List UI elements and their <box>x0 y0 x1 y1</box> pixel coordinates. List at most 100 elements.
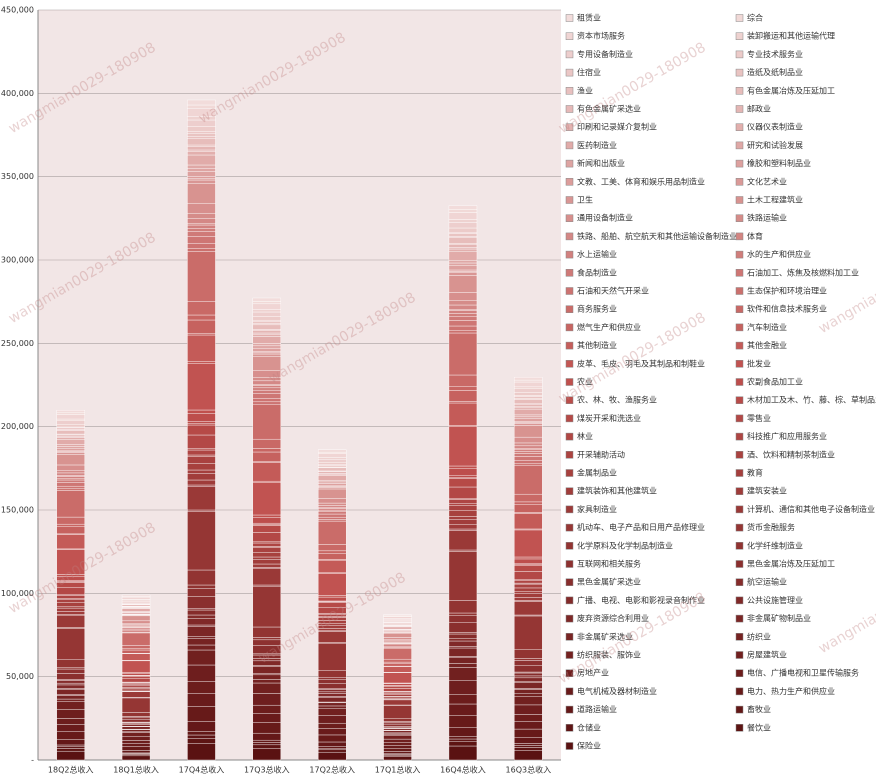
bar-segment <box>317 553 347 560</box>
legend-label: 其他制造业 <box>577 340 617 350</box>
bar-segment <box>514 418 543 422</box>
legend-swatch <box>565 614 574 623</box>
bar-segment <box>187 596 216 609</box>
bar-segment <box>514 558 543 564</box>
bar-segment <box>317 728 347 736</box>
bar-segment <box>187 361 216 364</box>
legend-label: 有色金属冶炼及压延加工 <box>747 85 835 95</box>
bar-segment <box>121 645 151 649</box>
bar-segment <box>448 300 478 306</box>
bar-segment <box>187 228 216 232</box>
bar-segment <box>252 674 282 680</box>
bar-segment <box>514 463 543 466</box>
bar-segment <box>514 658 543 661</box>
bar-segment <box>514 445 543 449</box>
bar-segment <box>317 689 347 693</box>
legend-swatch <box>565 451 574 459</box>
bar-segment <box>252 324 282 330</box>
legend-label: 黑色金属矿采选业 <box>577 577 641 587</box>
bar-segment <box>448 741 478 747</box>
bar-segment <box>252 330 282 334</box>
bar-segment <box>317 516 347 520</box>
bar-segment <box>317 751 347 761</box>
bar-segment <box>514 565 543 572</box>
bar-segment <box>56 523 85 528</box>
legend-label: 家具制造业 <box>577 504 617 514</box>
bar-segment <box>121 755 151 761</box>
legend-swatch <box>565 487 574 495</box>
bar-segment <box>514 396 543 399</box>
bar-segment <box>252 547 282 553</box>
bar-segment <box>56 476 85 479</box>
y-tick-label: 350,000 <box>1 172 34 181</box>
bar-segment <box>252 343 282 347</box>
legend-swatch <box>565 360 574 368</box>
legend-swatch <box>565 68 574 77</box>
bar-segment <box>252 438 282 449</box>
bar-segment <box>317 511 347 515</box>
bar-segment <box>56 439 85 445</box>
bar-segment <box>514 388 543 393</box>
bar-segment <box>448 615 478 623</box>
bar-segment <box>514 615 543 651</box>
legend-label: 道路运输业 <box>577 704 617 714</box>
bar-segment <box>448 736 478 740</box>
legend-swatch <box>735 414 744 423</box>
bar-segment <box>448 475 478 478</box>
bar-segment <box>317 705 347 709</box>
bar-segment <box>514 493 543 503</box>
legend-swatch <box>735 214 744 222</box>
bar-segment <box>448 247 478 250</box>
legend-swatch <box>565 123 574 131</box>
bar-segment <box>56 447 85 452</box>
bar-segment <box>448 680 478 695</box>
bar-segment <box>514 406 543 410</box>
bar-segment <box>448 468 478 476</box>
legend-label: 橡胶和塑料制品业 <box>747 158 811 168</box>
bar-segment <box>448 402 478 426</box>
bar-segment <box>448 503 478 506</box>
bar-segment <box>252 398 282 403</box>
legend-swatch <box>565 687 574 696</box>
bar-segment <box>317 573 347 596</box>
bar-segment <box>383 619 412 621</box>
bar-segment <box>187 743 216 761</box>
bar-segment <box>317 467 347 472</box>
bar-segment <box>514 381 543 388</box>
bar-segment <box>448 237 478 244</box>
bar-segment <box>448 640 478 647</box>
bar-segment <box>514 747 543 751</box>
legend-swatch <box>735 614 744 623</box>
bar-segment <box>383 686 412 689</box>
legend-swatch <box>735 560 744 568</box>
x-tick-label: 18Q1总收入 <box>113 765 159 775</box>
bar-segment <box>514 399 543 404</box>
bar-segment <box>121 718 151 723</box>
bar-segment <box>187 333 216 336</box>
bar-segment <box>187 409 216 414</box>
bar-segment <box>121 683 151 687</box>
bar-segment <box>252 514 282 518</box>
bar-segment <box>56 606 85 609</box>
bar-segment <box>187 301 216 316</box>
legend-swatch <box>565 214 574 222</box>
legend-label: 食品制造业 <box>577 267 617 277</box>
bar-segment <box>317 596 347 602</box>
bar-segment <box>187 236 216 244</box>
bar-segment <box>56 701 85 710</box>
legend-label: 燃气生产和供应业 <box>577 322 641 332</box>
legend-swatch <box>565 269 574 277</box>
bar-segment <box>317 746 347 749</box>
bar-segment <box>514 456 543 461</box>
legend-label: 生态保护和环境治理业 <box>747 286 827 296</box>
bar-segment <box>448 265 478 271</box>
bar-segment <box>187 179 216 184</box>
bar-segment <box>56 434 85 437</box>
bar-segment <box>514 529 543 558</box>
bar-segment <box>56 478 85 481</box>
bar-segment <box>252 309 282 313</box>
legend-label: 通用设备制造业 <box>577 213 633 223</box>
legend-swatch <box>565 469 574 477</box>
bar-segment <box>187 243 216 249</box>
legend-label: 新闻和出版业 <box>577 158 625 168</box>
